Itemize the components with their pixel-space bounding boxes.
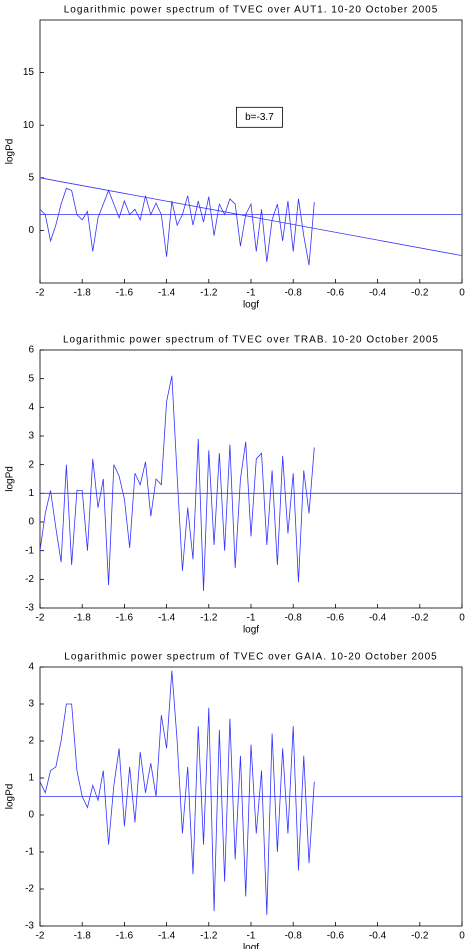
x-tick-label: -0.2 [411, 931, 429, 942]
y-tick-label: 6 [28, 345, 34, 356]
y-tick-label: 2 [28, 736, 34, 747]
x-tick-label: -0.4 [369, 288, 387, 299]
x-tick-label: 0 [459, 931, 465, 942]
y-axis-label: logPd [5, 139, 16, 165]
x-tick-label: -0.4 [369, 613, 387, 624]
x-axis-label: logf [243, 300, 259, 311]
y-tick-label: -2 [25, 884, 34, 895]
x-tick-label: -1.8 [74, 288, 92, 299]
x-axis-label: logf [243, 625, 259, 636]
x-tick-label: -1.4 [158, 288, 176, 299]
spectrum-line [39, 187, 315, 266]
x-tick-label: -1 [247, 613, 256, 624]
y-tick-label: -3 [25, 603, 34, 614]
x-tick-label: -2 [36, 288, 45, 299]
x-tick-label: 0 [459, 613, 465, 624]
y-axis-label: logPd [5, 466, 16, 492]
x-tick-label: -0.4 [369, 931, 387, 942]
chart-title: Logarithmic power spectrum of TVEC over … [64, 5, 439, 16]
x-axis-label: logf [243, 943, 259, 949]
y-tick-label: 2 [28, 459, 34, 470]
x-tick-label: -0.8 [285, 288, 303, 299]
spectrum-line [39, 670, 315, 915]
y-tick-label: 0 [28, 225, 34, 236]
x-tick-label: -1.8 [74, 613, 92, 624]
x-tick-label: -0.6 [327, 931, 345, 942]
x-tick-label: -1 [247, 931, 256, 942]
x-tick-label: -2 [36, 613, 45, 624]
y-tick-label: 15 [23, 67, 35, 78]
y-tick-label: 10 [23, 120, 35, 131]
plot-frame [39, 19, 463, 284]
x-tick-label: -0.2 [411, 613, 429, 624]
y-tick-label: 1 [28, 488, 34, 499]
x-tick-label: 0 [459, 288, 465, 299]
x-tick-label: -2 [36, 931, 45, 942]
annotation: b=-3.7 [245, 112, 274, 123]
spectrum-line [39, 375, 315, 591]
x-tick-label: -1.4 [158, 931, 176, 942]
y-tick-label: 4 [28, 402, 34, 413]
x-tick-label: -0.8 [285, 613, 303, 624]
y-tick-label: -2 [25, 574, 34, 585]
annotation-box [236, 106, 283, 128]
y-tick-label: -3 [25, 921, 34, 932]
x-tick-label: -1.2 [200, 931, 218, 942]
x-tick-label: -0.2 [411, 288, 429, 299]
x-tick-label: -1.6 [116, 288, 134, 299]
x-tick-label: -1.8 [74, 931, 92, 942]
y-tick-label: 1 [28, 773, 34, 784]
y-axis-label: logPd [5, 784, 16, 810]
x-tick-label: -0.6 [327, 288, 345, 299]
y-tick-label: 3 [28, 431, 34, 442]
fit-line [39, 177, 463, 257]
x-tick-label: -1.2 [200, 288, 218, 299]
chart-title: Logarithmic power spectrum of TVEC over … [64, 652, 437, 663]
y-tick-label: -1 [25, 847, 34, 858]
y-tick-label: 0 [28, 810, 34, 821]
y-tick-label: 5 [28, 373, 34, 384]
y-tick-label: 3 [28, 699, 34, 710]
x-tick-label: -1.2 [200, 613, 218, 624]
y-tick-label: 0 [28, 517, 34, 528]
y-tick-label: 4 [28, 662, 34, 673]
x-tick-label: -0.6 [327, 613, 345, 624]
x-tick-label: -1 [247, 288, 256, 299]
x-tick-label: -0.8 [285, 931, 303, 942]
chart-title: Logarithmic power spectrum of TVEC over … [63, 335, 439, 346]
x-tick-label: -1.6 [116, 613, 134, 624]
x-tick-label: -1.4 [158, 613, 176, 624]
x-tick-label: -1.6 [116, 931, 134, 942]
y-tick-label: 5 [28, 172, 34, 183]
y-tick-label: -1 [25, 545, 34, 556]
